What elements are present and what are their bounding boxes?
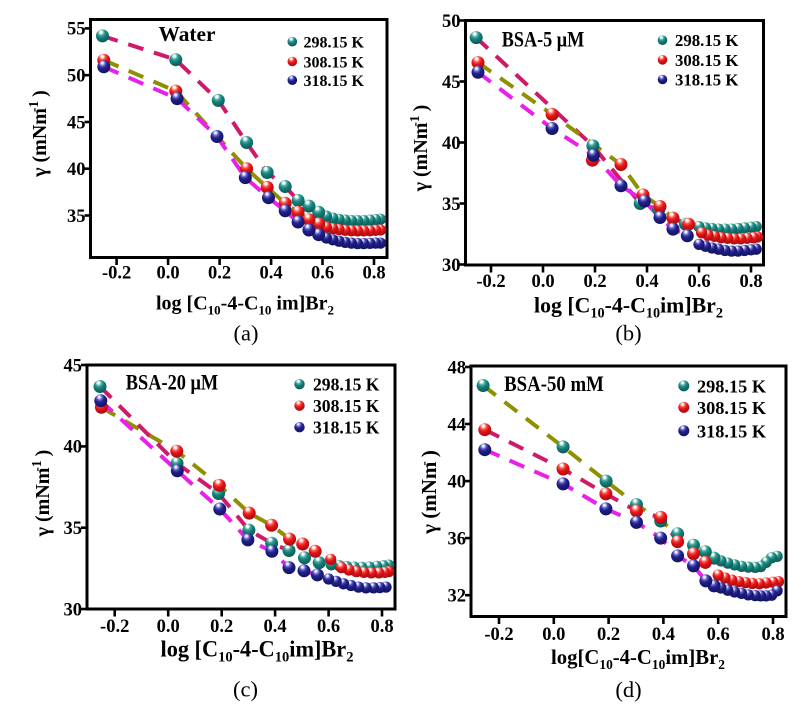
svg-text:45: 45 bbox=[67, 113, 86, 133]
svg-text:308.15 K: 308.15 K bbox=[697, 398, 767, 418]
svg-text:0.0: 0.0 bbox=[542, 625, 565, 645]
svg-text:-0.2: -0.2 bbox=[102, 264, 131, 284]
svg-text:0.8: 0.8 bbox=[761, 625, 784, 645]
svg-text:(c): (c) bbox=[233, 677, 258, 702]
svg-text:0.0: 0.0 bbox=[157, 617, 180, 637]
svg-text:BSA-5 μM: BSA-5 μM bbox=[502, 27, 585, 52]
svg-text:γ (mNm-): γ (mNm-) bbox=[416, 450, 441, 535]
svg-text:50: 50 bbox=[67, 67, 86, 87]
svg-text:318.15 K: 318.15 K bbox=[313, 418, 380, 438]
svg-text:30: 30 bbox=[442, 256, 461, 276]
svg-text:298.15 K: 298.15 K bbox=[313, 375, 380, 395]
svg-text:0.2: 0.2 bbox=[583, 272, 606, 292]
svg-text:40: 40 bbox=[67, 160, 86, 180]
svg-text:-0.2: -0.2 bbox=[100, 617, 129, 637]
svg-text:0.2: 0.2 bbox=[208, 264, 231, 284]
svg-text:50: 50 bbox=[442, 12, 461, 32]
svg-text:0.0: 0.0 bbox=[531, 272, 554, 292]
svg-text:45: 45 bbox=[64, 356, 83, 376]
svg-text:0.4: 0.4 bbox=[260, 264, 283, 284]
svg-text:0.6: 0.6 bbox=[707, 625, 730, 645]
svg-text:0.8: 0.8 bbox=[370, 617, 393, 637]
svg-text:log [C10-4-C10im]Br2: log [C10-4-C10im]Br2 bbox=[534, 293, 723, 322]
svg-text:308.15 K: 308.15 K bbox=[675, 51, 738, 70]
svg-text:55: 55 bbox=[67, 20, 86, 40]
svg-text:0.4: 0.4 bbox=[635, 272, 658, 292]
svg-text:35: 35 bbox=[67, 207, 86, 227]
svg-text:40: 40 bbox=[64, 438, 83, 458]
svg-text:36: 36 bbox=[448, 529, 467, 549]
svg-text:0.0: 0.0 bbox=[157, 264, 180, 284]
svg-text:0.8: 0.8 bbox=[739, 272, 762, 292]
svg-text:298.15 K: 298.15 K bbox=[697, 377, 767, 397]
svg-text:0.6: 0.6 bbox=[687, 272, 710, 292]
svg-text:log[C10-4-C10im]Br2: log[C10-4-C10im]Br2 bbox=[551, 645, 725, 672]
svg-text:35: 35 bbox=[64, 519, 83, 539]
svg-text:0.8: 0.8 bbox=[362, 264, 385, 284]
svg-text:298.15 K: 298.15 K bbox=[304, 35, 365, 52]
svg-text:30: 30 bbox=[64, 600, 83, 620]
svg-text:318.15 K: 318.15 K bbox=[304, 73, 365, 90]
svg-text:0.2: 0.2 bbox=[597, 625, 620, 645]
svg-text:γ (mNm-1): γ (mNm-1) bbox=[29, 450, 54, 538]
svg-text:BSA-20 μM: BSA-20 μM bbox=[126, 370, 219, 395]
svg-text:log [C10-4-C10 im]Br2: log [C10-4-C10 im]Br2 bbox=[156, 293, 334, 318]
svg-text:318.15 K: 318.15 K bbox=[697, 421, 767, 441]
svg-text:40: 40 bbox=[442, 134, 461, 154]
svg-text:(b): (b) bbox=[615, 321, 641, 346]
svg-text:318.15 K: 318.15 K bbox=[675, 71, 738, 90]
svg-text:-0.2: -0.2 bbox=[476, 272, 505, 292]
svg-text:35: 35 bbox=[442, 195, 461, 215]
svg-text:0.2: 0.2 bbox=[210, 617, 233, 637]
svg-text:32: 32 bbox=[448, 587, 467, 607]
svg-text:44: 44 bbox=[448, 415, 467, 435]
svg-text:308.15 K: 308.15 K bbox=[313, 396, 380, 416]
svg-text:0.6: 0.6 bbox=[317, 617, 340, 637]
svg-text:0.4: 0.4 bbox=[652, 625, 675, 645]
svg-text:298.15 K: 298.15 K bbox=[675, 31, 738, 50]
svg-text:-0.2: -0.2 bbox=[484, 625, 513, 645]
svg-text:45: 45 bbox=[442, 73, 461, 93]
svg-text:48: 48 bbox=[448, 358, 467, 378]
svg-text:log [C10-4-C10im]Br2: log [C10-4-C10im]Br2 bbox=[161, 637, 354, 666]
svg-text:40: 40 bbox=[448, 472, 467, 492]
svg-text:0.6: 0.6 bbox=[311, 264, 334, 284]
svg-text:BSA-50 mM: BSA-50 mM bbox=[504, 371, 604, 396]
svg-text:(d): (d) bbox=[615, 677, 641, 702]
svg-text:Water: Water bbox=[158, 22, 216, 46]
svg-text:(a): (a) bbox=[234, 321, 259, 346]
svg-text:0.4: 0.4 bbox=[264, 617, 287, 637]
svg-text:308.15 K: 308.15 K bbox=[304, 54, 365, 71]
